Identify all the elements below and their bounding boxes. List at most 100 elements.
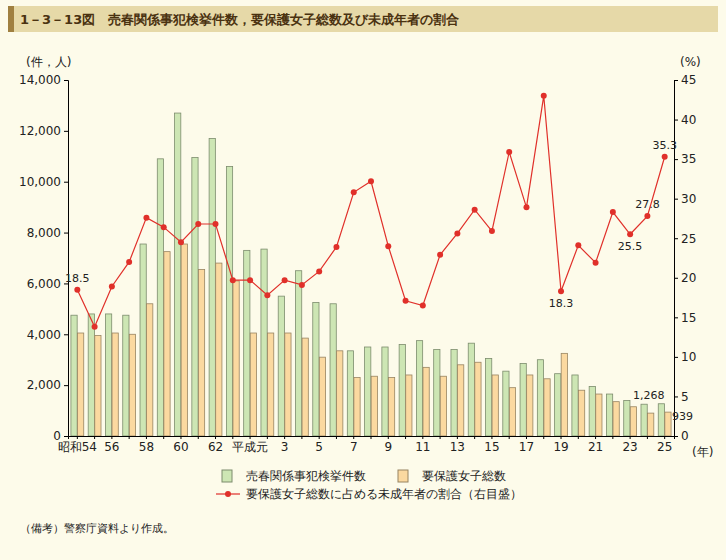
bar bbox=[198, 269, 204, 436]
legend-label: 要保護女子総数 bbox=[422, 469, 506, 483]
tick: 60 bbox=[173, 436, 188, 454]
tick: 20 bbox=[674, 271, 696, 285]
bar bbox=[406, 375, 412, 436]
marker bbox=[489, 228, 495, 234]
bar bbox=[423, 367, 429, 436]
tick-label: 19 bbox=[553, 440, 568, 454]
tick-label: 10 bbox=[681, 350, 696, 364]
tick-label: 2,000 bbox=[27, 378, 61, 392]
tick-mark bbox=[64, 80, 68, 81]
title-band bbox=[8, 6, 718, 32]
bar bbox=[572, 375, 578, 436]
marker bbox=[403, 298, 409, 304]
marks bbox=[71, 93, 671, 436]
tick-label: 25 bbox=[681, 232, 696, 246]
bar bbox=[313, 303, 319, 437]
tick: 21 bbox=[588, 436, 603, 454]
legend-swatch bbox=[398, 470, 408, 482]
line bbox=[77, 96, 664, 327]
bar bbox=[112, 333, 118, 436]
tick-label: 8,000 bbox=[27, 226, 61, 240]
bar bbox=[302, 338, 308, 436]
tick-label: 17 bbox=[519, 440, 534, 454]
tick: 5 bbox=[674, 390, 689, 404]
marker bbox=[74, 287, 80, 293]
bar bbox=[365, 347, 371, 436]
tick-label: 9 bbox=[384, 440, 392, 454]
data-labels: 1,26893918.518.325.527.835.3 bbox=[65, 139, 693, 423]
title: 1－3－13図 売春関係事犯検挙件数，要保護女子総数及び未成年者の割合 bbox=[20, 12, 459, 27]
tick: 25 bbox=[657, 436, 672, 454]
marker bbox=[264, 292, 270, 298]
marker bbox=[541, 93, 547, 99]
bar bbox=[382, 347, 388, 436]
tick-label: 平成元 bbox=[232, 440, 268, 454]
bar bbox=[520, 364, 526, 436]
bar bbox=[175, 113, 181, 436]
tick-label: 23 bbox=[622, 440, 637, 454]
bar bbox=[77, 333, 83, 436]
bar bbox=[295, 271, 301, 436]
bar bbox=[606, 394, 612, 436]
marker bbox=[230, 277, 236, 283]
bar bbox=[105, 314, 111, 436]
tick bbox=[578, 436, 579, 439]
bar bbox=[589, 386, 595, 436]
bar bbox=[164, 252, 170, 436]
tick-label: 0 bbox=[681, 429, 689, 443]
tick: 4,000 bbox=[27, 328, 68, 342]
title-accent bbox=[8, 6, 14, 32]
tick-mark bbox=[64, 233, 68, 234]
tick bbox=[94, 436, 95, 439]
bar bbox=[613, 402, 619, 436]
marker bbox=[662, 154, 668, 160]
y2-axis-title: (%) bbox=[680, 55, 701, 69]
tick: 12,000 bbox=[19, 124, 68, 138]
y2-axis: 051015202530354045 bbox=[674, 73, 696, 443]
tick-mark bbox=[336, 436, 337, 439]
bar bbox=[458, 365, 464, 436]
bar bbox=[71, 315, 77, 436]
tick: 17 bbox=[519, 436, 534, 454]
markers bbox=[74, 93, 667, 330]
bar bbox=[503, 371, 509, 436]
marker bbox=[644, 213, 650, 219]
marker bbox=[351, 189, 357, 195]
tick-label: 7 bbox=[350, 440, 358, 454]
bar bbox=[261, 249, 267, 436]
marker bbox=[195, 221, 201, 227]
tick-label: 14,000 bbox=[19, 73, 61, 87]
bar bbox=[226, 166, 232, 436]
tick-mark bbox=[64, 436, 68, 437]
tick: 13 bbox=[450, 436, 465, 454]
tick-label: 35 bbox=[681, 152, 696, 166]
tick bbox=[371, 436, 372, 439]
tick-label: 45 bbox=[681, 73, 696, 87]
bar bbox=[486, 358, 492, 436]
tick bbox=[474, 436, 475, 439]
bar bbox=[268, 333, 274, 436]
tick-mark bbox=[674, 238, 678, 239]
axis-line bbox=[64, 81, 69, 437]
bar bbox=[347, 351, 353, 436]
tick bbox=[612, 436, 613, 439]
tick-mark bbox=[405, 436, 406, 439]
marker bbox=[506, 149, 512, 155]
tick-mark bbox=[163, 436, 164, 439]
marker bbox=[143, 215, 149, 221]
tick bbox=[198, 436, 199, 439]
bar bbox=[596, 394, 602, 436]
tick-mark bbox=[674, 396, 678, 397]
data-label: 35.3 bbox=[652, 139, 677, 152]
tick-mark bbox=[440, 436, 441, 439]
tick bbox=[129, 436, 130, 439]
marker bbox=[385, 243, 391, 249]
bar bbox=[578, 390, 584, 436]
tick-label: 60 bbox=[173, 440, 188, 454]
tick-label: 30 bbox=[681, 192, 696, 206]
tick-label: 56 bbox=[104, 440, 119, 454]
data-label: 1,268 bbox=[633, 389, 665, 402]
bar bbox=[537, 360, 543, 436]
bar bbox=[648, 413, 654, 436]
bar bbox=[658, 404, 664, 436]
